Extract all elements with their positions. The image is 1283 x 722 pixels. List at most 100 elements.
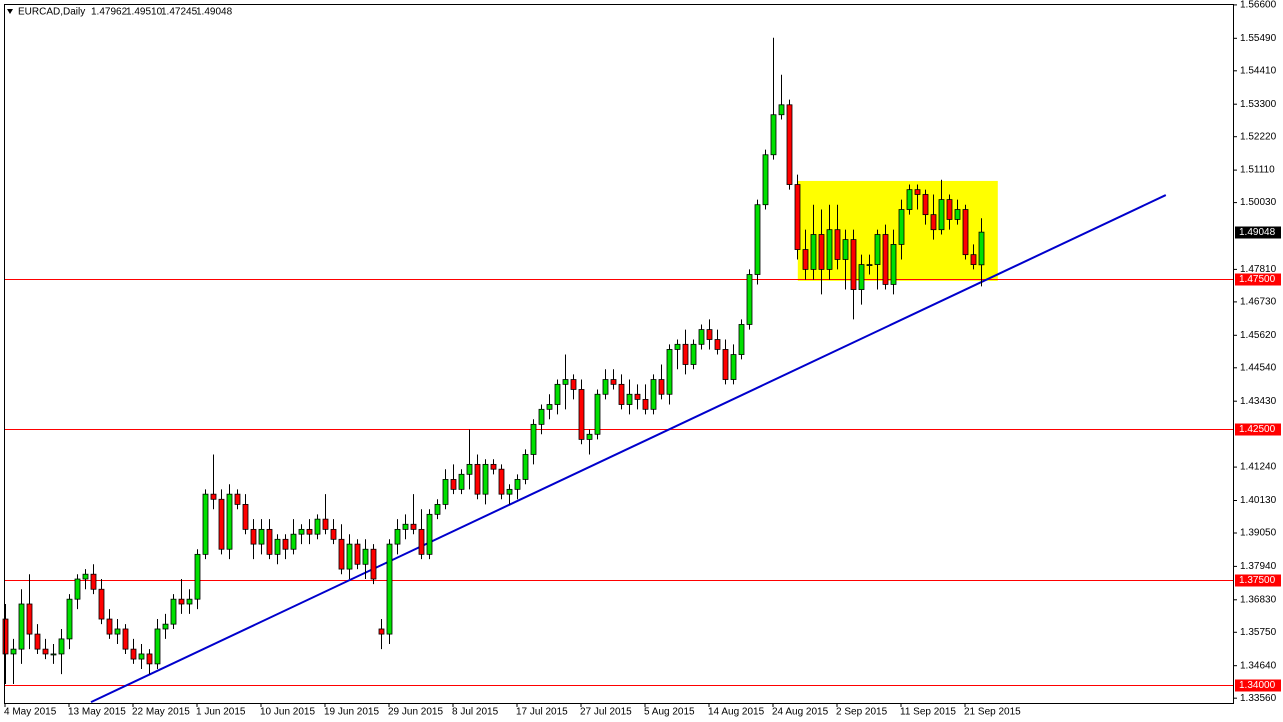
candle-body <box>554 383 561 405</box>
candle-body <box>186 598 193 605</box>
candle-body <box>602 379 609 395</box>
level-tag <box>1235 574 1281 587</box>
candle-body <box>906 189 913 210</box>
level-tag <box>1235 679 1281 692</box>
candle-body <box>394 528 401 545</box>
candle-body <box>290 533 297 550</box>
candle-body <box>338 538 345 570</box>
candle-body <box>810 234 817 270</box>
y-tick-label: 1.56600 <box>1240 0 1277 11</box>
candle-body <box>578 389 585 440</box>
level-label: 1.42500 <box>1239 424 1276 435</box>
candle-body <box>362 548 369 565</box>
candle-body <box>282 538 289 550</box>
candle-body <box>90 573 97 590</box>
candle-body <box>330 528 337 540</box>
candle-body <box>498 468 505 495</box>
level-tag <box>1235 273 1281 286</box>
candle-body <box>850 239 857 290</box>
candle-body <box>138 653 145 660</box>
candle-body <box>346 543 353 570</box>
candle-body <box>970 254 977 265</box>
candle-body <box>170 598 177 625</box>
candle-body <box>650 379 657 410</box>
x-tick-label: 8 Jul 2015 <box>452 707 499 718</box>
level-label: 1.34000 <box>1239 680 1276 691</box>
candle-body <box>18 603 25 650</box>
candle-body <box>50 653 57 656</box>
y-tick-label: 1.43430 <box>1240 396 1277 407</box>
candle-body <box>890 244 897 285</box>
candle-body <box>754 204 761 275</box>
level-label: 1.47500 <box>1239 274 1276 285</box>
candle-body <box>634 393 641 400</box>
x-tick-label: 21 Sep 2015 <box>964 707 1021 718</box>
level-tag <box>1235 423 1281 436</box>
candle-body <box>690 343 697 365</box>
x-tick-label: 1 Jun 2015 <box>196 707 246 718</box>
candle-body <box>146 653 153 665</box>
candle-body <box>714 339 721 350</box>
candle-body <box>266 528 273 555</box>
candle-body <box>930 214 937 231</box>
y-tick-label: 1.35750 <box>1240 627 1277 638</box>
y-tick-label: 1.53300 <box>1240 99 1277 110</box>
open-label: 1.47962 <box>91 7 128 18</box>
candle-body <box>762 154 769 206</box>
y-tick-label: 1.34640 <box>1240 660 1277 671</box>
y-tick-label: 1.46730 <box>1240 297 1277 308</box>
candle-body <box>106 618 113 635</box>
trendline <box>90 194 1167 704</box>
candle-body <box>114 628 121 635</box>
candle-body <box>298 528 305 535</box>
candle-body <box>802 249 809 270</box>
plot-border <box>4 4 1234 704</box>
x-tick-label: 22 May 2015 <box>132 707 190 718</box>
candle-body <box>202 493 209 555</box>
y-tick-label: 1.41240 <box>1240 462 1277 473</box>
candle-body <box>226 493 233 550</box>
candle-body <box>426 513 433 555</box>
candle-body <box>586 433 593 440</box>
x-tick-label: 27 Jul 2015 <box>580 707 632 718</box>
candle-body <box>506 488 513 495</box>
candle-body <box>938 199 945 231</box>
candle-body <box>490 463 497 470</box>
candle-body <box>10 648 17 655</box>
candle-body <box>466 463 473 475</box>
candle-body <box>354 543 361 565</box>
close-label: 1.49048 <box>196 7 233 18</box>
candle-body <box>962 209 969 256</box>
candle-body <box>922 194 929 216</box>
candle-body <box>746 274 753 325</box>
candle-body <box>682 343 689 365</box>
candle-body <box>306 528 313 535</box>
y-tick-label: 1.47810 <box>1240 264 1277 275</box>
candle-body <box>538 408 545 425</box>
candle-body <box>794 184 801 250</box>
candle-body <box>378 628 385 635</box>
candle-body <box>434 504 441 515</box>
high-label: 1.49510 <box>126 7 163 18</box>
candle-body <box>218 498 225 550</box>
price-tag <box>1235 226 1281 239</box>
candle-body <box>2 618 9 655</box>
candle-body <box>482 463 489 495</box>
y-tick-label: 1.52220 <box>1240 131 1277 142</box>
candle-body <box>98 588 105 620</box>
x-tick-label: 24 Aug 2015 <box>772 707 829 718</box>
candle-body <box>242 504 249 530</box>
y-tick-label: 1.36830 <box>1240 594 1277 605</box>
x-tick-label: 10 Jun 2015 <box>260 707 315 718</box>
candle-body <box>618 383 625 405</box>
candle-body <box>778 104 785 116</box>
candle-body <box>154 628 161 665</box>
candle-body <box>562 379 569 385</box>
candle-body <box>842 239 849 260</box>
candle-body <box>674 343 681 350</box>
candle-body <box>978 231 985 266</box>
candle-body <box>234 493 241 505</box>
menu-arrow[interactable] <box>7 9 13 14</box>
candle-body <box>858 264 865 290</box>
